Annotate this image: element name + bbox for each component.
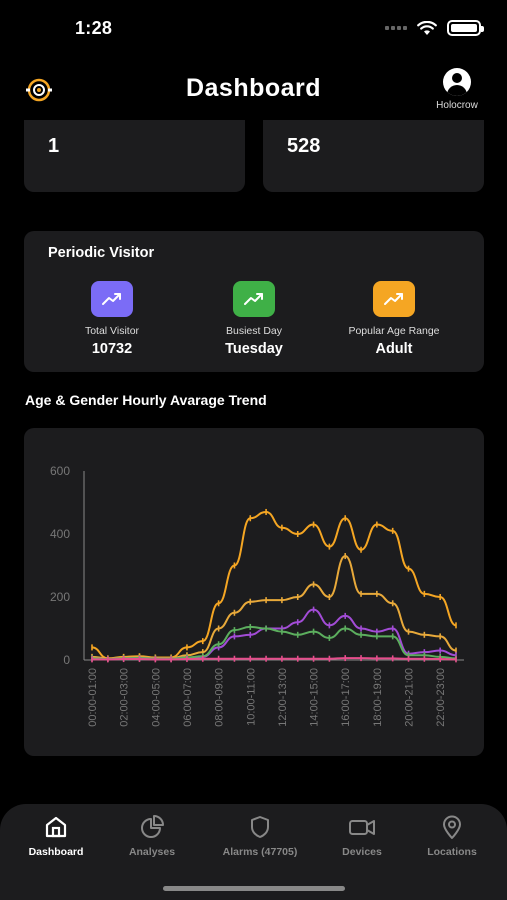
series-line [91,510,457,660]
nav-label: Dashboard [28,846,84,858]
metric-label: Popular Age Range [348,325,440,337]
x-tick-label: 12:00-13:00 [277,668,289,727]
status-icons [385,20,484,36]
x-tick-label: 06:00-07:00 [182,668,194,727]
trend-title: Age & Gender Hourly Avarage Trend [25,392,267,408]
wifi-icon [417,20,437,35]
hourly-trend-chart: 0 200 400 600 00:00-01:00 02:00-03:00 04:00-05… [50,464,464,727]
header: Dashboard Holocrow [0,62,507,118]
page-title: Dashboard [185,74,322,102]
stat-card: 528 [263,120,484,192]
pie-chart-icon [141,815,164,838]
metric-value: 10732 [91,341,133,357]
nav-label: Alarms (47705) [222,846,298,858]
metric-value: Tuesday [225,341,283,357]
x-tick-label: 02:00-03:00 [119,668,131,727]
series-line [92,657,457,661]
y-tick-label: 600 [50,464,70,478]
map-pin-icon [443,815,461,839]
nav-label: Analyses [128,846,176,858]
holocrow-logo-icon[interactable] [26,78,52,102]
nav-item-dashboard[interactable]: Dashboard [6,814,106,858]
metric-value: Adult [375,341,413,357]
metric-label: Busiest Day [225,325,283,337]
metric-popular-age-range: Popular Age Range Adult [324,281,464,357]
status-bar: 1:28 [0,0,507,56]
x-tick-label: 22:00-23:00 [435,668,447,727]
profile-name: Holocrow [436,100,478,111]
battery-icon [447,20,484,36]
user-avatar-icon [443,68,471,96]
nav-label: Devices [342,846,382,858]
profile-button[interactable]: Holocrow [429,68,485,111]
nav-item-alarms[interactable]: Alarms (47705) [210,814,310,858]
x-tick-label: 14:00-15:00 [309,668,321,727]
stat-value: 1 [48,135,60,157]
bottom-nav: Dashboard Analyses Alarms (47705) Device… [0,804,507,900]
x-tick-label: 08:00-09:00 [214,668,226,727]
shield-icon [251,816,269,838]
periodic-visitor-card: Periodic Visitor Total Visitor 10732 Bus… [24,231,484,372]
metric-label: Total Visitor [84,325,140,337]
nav-item-devices[interactable]: Devices [312,814,412,858]
stat-value: 528 [287,135,321,157]
chart-card: 0 200 400 600 00:00-01:00 02:00-03:00 04:00-05… [24,428,484,756]
trending-up-icon [233,281,275,317]
home-indicator [163,886,345,891]
trending-up-icon [91,281,133,317]
x-tick-label: 00:00-01:00 [87,668,99,727]
nav-item-analyses[interactable]: Analyses [102,814,202,858]
status-time: 1:28 [75,18,113,38]
periodic-visitor-title: Periodic Visitor [48,245,155,261]
cellular-signal-icon [385,26,407,30]
y-tick-label: 200 [50,590,70,604]
x-tick-label: 16:00-17:00 [340,668,352,727]
home-icon [45,816,67,838]
y-tick-label: 400 [50,527,70,541]
metric-busiest-day: Busiest Day Tuesday [184,281,324,357]
x-tick-label: 18:00-19:00 [372,668,384,727]
x-tick-label: 04:00-05:00 [150,668,162,727]
metric-total-visitor: Total Visitor 10732 [42,281,182,357]
x-tick-label: 20:00-21:00 [404,668,416,727]
video-camera-icon [349,820,375,835]
stat-card: 1 [24,120,245,192]
y-tick-label: 0 [63,653,70,667]
nav-item-locations[interactable]: Locations [402,814,502,858]
trending-up-icon [373,281,415,317]
x-tick-label: 10:00-11:00 [245,668,257,726]
nav-label: Locations [427,846,477,858]
